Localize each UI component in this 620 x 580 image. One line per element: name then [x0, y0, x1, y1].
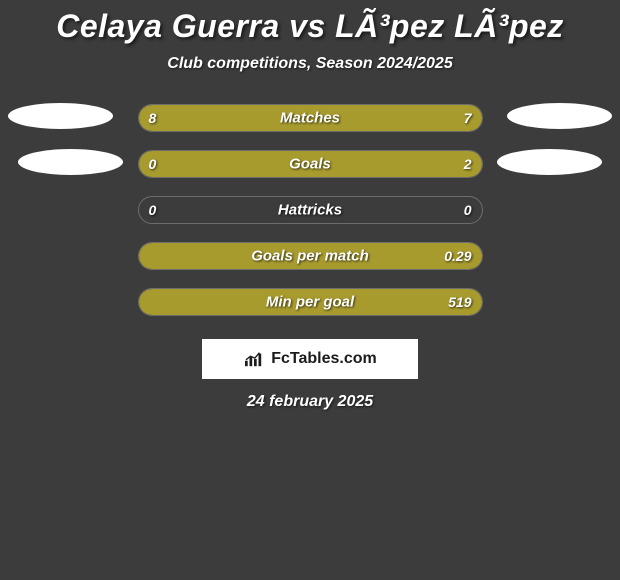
chart-icon [243, 350, 265, 368]
logo-box: FcTables.com [202, 339, 418, 379]
stat-value-left: 0 [149, 156, 157, 172]
stat-label: Hattricks [278, 202, 342, 219]
page-title: Celaya Guerra vs LÃ³pez LÃ³pez [56, 8, 564, 45]
stat-row: 0 0 Hattricks [0, 195, 620, 225]
stat-value-right: 0.29 [444, 248, 471, 264]
date-label: 24 february 2025 [247, 393, 373, 411]
stat-value-right: 519 [448, 294, 471, 310]
bar-track: 0 0 Hattricks [138, 196, 483, 224]
bar-right-fill [200, 151, 481, 177]
stat-label: Matches [280, 110, 340, 127]
stat-row: 8 7 Matches [0, 103, 620, 133]
logo-text: FcTables.com [271, 350, 377, 368]
subtitle: Club competitions, Season 2024/2025 [167, 55, 452, 73]
stat-value-right: 2 [464, 156, 472, 172]
stat-row: 519 Min per goal [0, 287, 620, 317]
bar-track: 8 7 Matches [138, 104, 483, 132]
rows-wrapper: 8 7 Matches 0 2 Goals 0 0 Hattricks 0.29 Goals per… [0, 103, 620, 317]
stat-rows: 8 7 Matches 0 2 Goals 0 0 Hattricks 0.29 Goals per… [0, 103, 620, 317]
stat-value-left: 0 [149, 202, 157, 218]
bar-track: 0 2 Goals [138, 150, 483, 178]
stat-label: Goals [289, 156, 331, 173]
stat-label: Goals per match [251, 248, 369, 265]
stat-value-left: 8 [149, 110, 157, 126]
stat-value-right: 7 [464, 110, 472, 126]
stat-value-right: 0 [464, 202, 472, 218]
bar-right-fill [321, 105, 481, 131]
stat-label: Min per goal [266, 294, 354, 311]
stat-row: 0 2 Goals [0, 149, 620, 179]
stat-row: 0.29 Goals per match [0, 241, 620, 271]
bar-track: 519 Min per goal [138, 288, 483, 316]
bar-track: 0.29 Goals per match [138, 242, 483, 270]
